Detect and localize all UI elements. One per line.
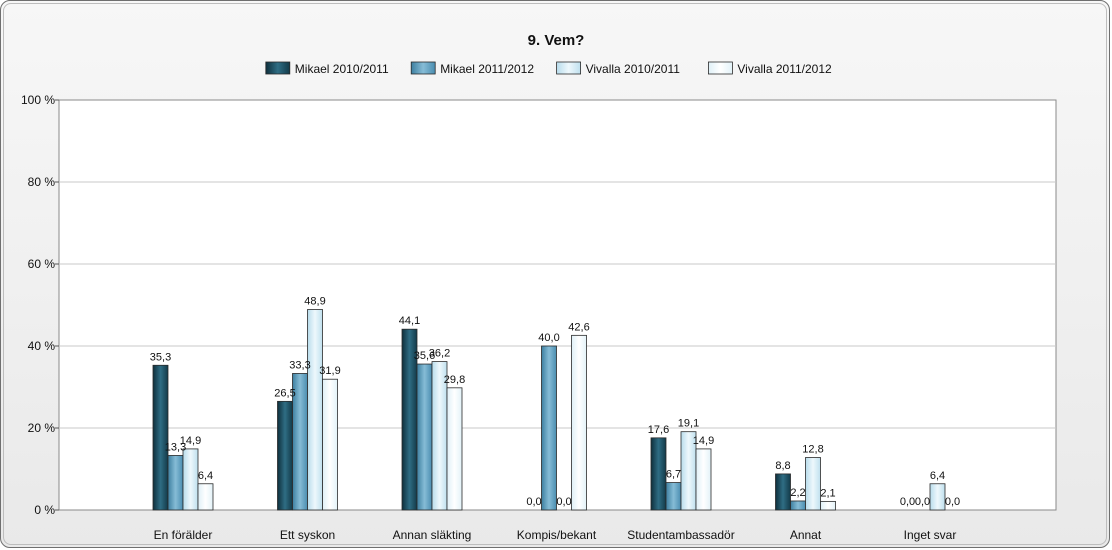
legend-swatch-1 [265,61,291,75]
data-label-3-2: 48,9 [304,296,325,308]
data-label-4-7: 0,0 [945,496,960,508]
bar-4-1 [197,483,214,511]
legend-label-1: Mikael 2010/2011 [295,62,389,76]
data-label-3-6: 12,8 [802,444,823,456]
data-label-2-2: 33,3 [289,359,310,371]
bar-4-5 [695,448,712,511]
plot-area [58,99,1057,511]
legend-swatch-2 [410,61,436,75]
legend-label-4: Vivalla 2011/2012 [737,62,832,76]
bar-1-1 [152,364,169,511]
y-tick-label: 40 % [28,339,56,353]
legend-label-2: Mikael 2011/2012 [440,62,534,76]
data-label-4-6: 2,1 [820,487,835,499]
bar-4-4 [571,334,587,511]
legend-swatch-4 [708,61,733,75]
y-axis: 0 % 20 % 40 % 60 % 80 % 100 % [21,93,59,517]
x-tick-label: Kompis/bekant [517,528,597,542]
data-label-1-6: 8,8 [775,460,790,472]
data-label-2-4: 40,0 [538,332,559,344]
data-labels: 35,313,314,96,426,533,348,931,944,135,63… [150,296,960,508]
data-label-1-2: 26,5 [274,387,295,399]
legend-label-3: Vivalla 2010/2011 [586,62,681,76]
grid-lines [59,181,1056,429]
data-label-4-3: 29,8 [444,374,465,386]
data-label-2-1: 13,3 [165,441,186,453]
data-label-1-7: 0,0 [900,496,915,508]
data-label-3-4: 0,0 [556,496,571,508]
data-label-4-4: 42,6 [568,321,589,333]
y-tick-label: 0 % [34,503,55,517]
y-tick-label: 100 % [21,93,55,107]
data-label-3-5: 19,1 [678,418,699,430]
data-label-2-6: 2,2 [790,487,805,499]
data-label-4-2: 31,9 [319,365,340,377]
x-tick-label: En förälder [154,528,213,542]
data-label-1-1: 35,3 [150,351,171,363]
data-label-2-7: 0,0 [915,496,930,508]
legend-swatch-3 [556,61,581,75]
bar-3-6 [805,457,821,511]
x-tick-label: Annan släkting [393,528,472,542]
x-tick-label: Annat [790,528,822,542]
data-label-1-3: 44,1 [399,315,420,327]
bar-2-1 [167,455,184,511]
bar-1-2 [277,400,293,511]
data-label-3-3: 36,2 [429,348,450,360]
bar-2-4 [541,345,557,511]
data-label-3-1: 14,9 [180,435,201,447]
data-label-4-5: 14,9 [693,435,714,447]
bars [152,309,946,511]
data-label-3-7: 6,4 [930,470,945,482]
y-tick-label: 60 % [28,257,56,271]
x-tick-label: Studentambassadör [627,528,734,542]
y-tick-label: 80 % [28,175,56,189]
data-label-1-5: 17,6 [648,424,669,436]
bar-3-2 [307,309,323,511]
bar-2-5 [665,482,682,511]
chart-title: 9. Vem? [528,32,585,49]
y-tick-label: 20 % [28,421,56,435]
data-label-4-1: 6,4 [198,470,213,482]
bar-4-6 [820,500,836,511]
legend: Mikael 2010/2011 Mikael 2011/2012 Vivalla … [265,61,832,76]
data-label-1-4: 0,0 [526,496,541,508]
data-label-2-3: 35,6 [414,350,435,362]
bar-1-5 [650,437,667,511]
data-label-2-5: 6,7 [666,469,681,481]
bar-1-6 [775,473,791,511]
x-tick-label: Inget svar [904,528,957,542]
bar-2-3 [416,363,433,511]
bar-4-2 [322,378,338,511]
x-axis: En förälder Ett syskon Annan släkting Kompi… [154,528,957,542]
bar-3-7 [929,483,946,511]
bar-2-6 [790,500,806,511]
x-tick-label: Ett syskon [280,528,335,542]
bar-4-3 [446,387,463,511]
bar-3-1 [182,448,199,511]
